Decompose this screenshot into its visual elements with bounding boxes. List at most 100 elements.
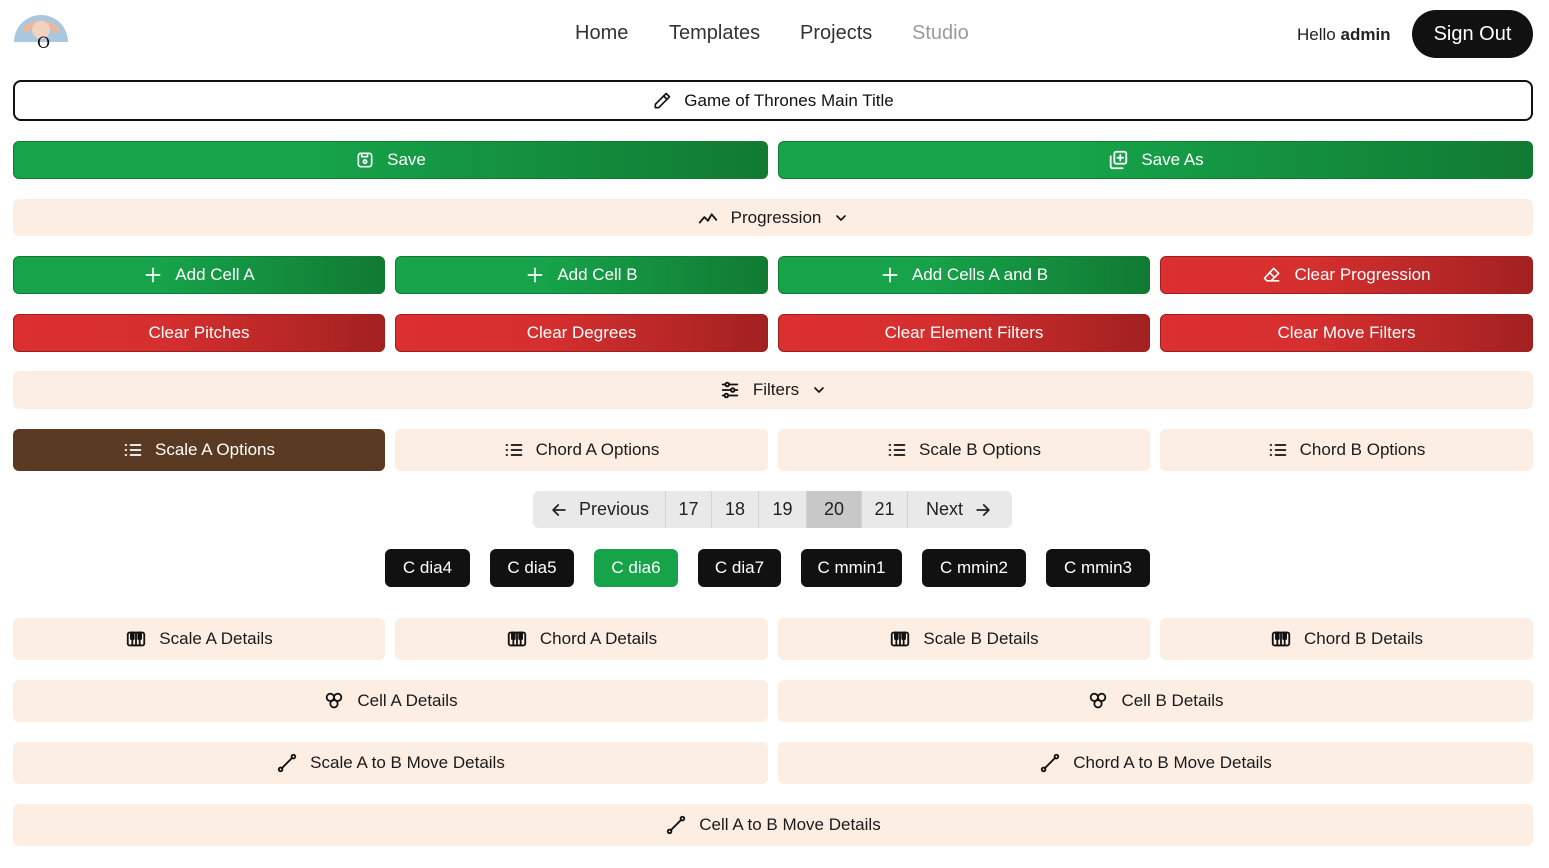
plus-icon	[882, 267, 898, 283]
project-title: Game of Thrones Main Title	[684, 90, 894, 110]
list-icon	[1269, 444, 1286, 456]
tab-scale-b-options[interactable]: Scale B Options	[778, 429, 1150, 471]
username: admin	[1340, 25, 1391, 44]
tab-label: Chord B Options	[1299, 440, 1426, 459]
pencil-icon	[654, 92, 671, 108]
filters-toggle[interactable]: Filters	[13, 371, 1533, 409]
details-label: Cell A to B Move Details	[699, 815, 881, 834]
piano-icon	[1271, 631, 1291, 647]
scale-b-details-button[interactable]: Scale B Details	[778, 618, 1150, 660]
details-label: Cell B Details	[1121, 691, 1224, 710]
list-icon	[124, 444, 142, 456]
details-label: Chord B Details	[1303, 629, 1424, 648]
page-19-button[interactable]: 19	[772, 499, 793, 519]
logo-letter: O	[37, 33, 50, 50]
clear-pitches-button[interactable]: Clear Pitches	[13, 314, 385, 352]
chip-c-dia7[interactable]: C dia7	[698, 549, 781, 587]
previous-page-button[interactable]: Previous	[533, 491, 665, 528]
details-label: Chord A to B Move Details	[1073, 753, 1272, 772]
details-label: Scale A to B Move Details	[310, 753, 505, 772]
page-20-button[interactable]: 20	[807, 491, 861, 528]
arrow-right-icon	[976, 503, 990, 516]
progression-label: Progression	[730, 207, 822, 227]
route-icon	[667, 815, 686, 835]
clear-move-filters-button[interactable]: Clear Move Filters	[1160, 314, 1533, 352]
chord-a-details-button[interactable]: Chord A Details	[395, 618, 768, 660]
add-cell-b-button[interactable]: Add Cell B	[395, 256, 768, 294]
list-icon	[505, 444, 522, 456]
tab-label: Scale A Options	[154, 440, 276, 459]
chip-c-dia6[interactable]: C dia6	[594, 549, 678, 587]
pagination: Previous 17 18 19 20 21 Next	[533, 491, 1012, 528]
save-icon	[357, 152, 373, 168]
details-label: Scale B Details	[923, 629, 1039, 648]
chevron-down-icon	[836, 214, 847, 221]
save-as-label: Save As	[1141, 150, 1204, 169]
cells-icon	[1090, 692, 1107, 709]
add-cell-a-label: Add Cell A	[175, 265, 255, 284]
page-17-button[interactable]: 17	[678, 499, 699, 519]
header: O Home Templates Projects Studio Hello a…	[0, 0, 1549, 70]
clear-degrees-button[interactable]: Clear Degrees	[395, 314, 768, 352]
save-button[interactable]: Save	[13, 141, 768, 179]
project-title-button[interactable]: Game of Thrones Main Title	[13, 80, 1533, 121]
plus-icon	[527, 267, 543, 283]
plus-icon	[145, 267, 161, 283]
details-label: Scale A Details	[159, 629, 273, 648]
list-icon	[888, 444, 906, 456]
chip-c-mmin2[interactable]: C mmin2	[922, 549, 1026, 587]
piano-icon	[507, 631, 527, 647]
next-label: Next	[925, 499, 963, 519]
sliders-icon	[721, 381, 739, 399]
scale-move-details-button[interactable]: Scale A to B Move Details	[13, 742, 768, 784]
details-label: Chord A Details	[539, 629, 658, 648]
add-cells-a-and-b-label: Add Cells A and B	[911, 265, 1049, 284]
piano-icon	[891, 631, 910, 647]
chip-c-mmin3[interactable]: C mmin3	[1046, 549, 1150, 587]
sign-out-button[interactable]: Sign Out	[1412, 10, 1533, 58]
nav-templates[interactable]: Templates	[669, 22, 761, 44]
chevron-down-icon	[814, 387, 824, 393]
scale-a-details-button[interactable]: Scale A Details	[13, 618, 385, 660]
chip-c-dia5[interactable]: C dia5	[490, 549, 574, 587]
cell-move-details-button[interactable]: Cell A to B Move Details	[13, 804, 1533, 846]
tab-chord-a-options[interactable]: Chord A Options	[395, 429, 768, 471]
chord-move-details-button[interactable]: Chord A to B Move Details	[778, 742, 1533, 784]
arrow-left-icon	[552, 503, 566, 516]
route-icon	[1041, 753, 1060, 773]
logo[interactable]: O	[12, 8, 70, 52]
clear-progression-button[interactable]: Clear Progression	[1160, 256, 1533, 294]
nav-home[interactable]: Home	[575, 22, 629, 44]
add-cell-b-label: Add Cell B	[557, 265, 638, 284]
eraser-icon	[1264, 267, 1280, 282]
details-label: Cell A Details	[357, 691, 458, 710]
page-21-button[interactable]: 21	[874, 499, 895, 519]
piano-icon	[127, 631, 146, 647]
tab-chord-b-options[interactable]: Chord B Options	[1160, 429, 1533, 471]
chip-c-dia4[interactable]: C dia4	[385, 549, 470, 587]
previous-label: Previous	[578, 499, 650, 519]
add-cells-a-and-b-button[interactable]: Add Cells A and B	[778, 256, 1150, 294]
add-cell-a-button[interactable]: Add Cell A	[13, 256, 385, 294]
trend-line-icon	[698, 212, 717, 223]
save-as-button[interactable]: Save As	[778, 141, 1533, 179]
nav-projects[interactable]: Projects	[800, 22, 873, 44]
route-icon	[278, 753, 297, 773]
tab-label: Scale B Options	[919, 440, 1041, 459]
chord-b-details-button[interactable]: Chord B Details	[1160, 618, 1533, 660]
cell-a-details-button[interactable]: Cell A Details	[13, 680, 768, 722]
tab-scale-a-options[interactable]: Scale A Options	[13, 429, 385, 471]
clear-element-filters-button[interactable]: Clear Element Filters	[778, 314, 1150, 352]
save-label: Save	[387, 150, 426, 169]
copy-plus-icon	[1110, 150, 1128, 170]
filters-label: Filters	[752, 380, 800, 399]
clear-progression-label: Clear Progression	[1294, 265, 1431, 284]
cells-icon	[326, 692, 343, 709]
progression-toggle[interactable]: Progression	[13, 199, 1533, 236]
user-greeting: Hello admin	[1297, 25, 1391, 45]
page-18-button[interactable]: 18	[724, 499, 746, 519]
cell-b-details-button[interactable]: Cell B Details	[778, 680, 1533, 722]
next-page-button[interactable]: Next	[908, 491, 1011, 528]
chip-c-mmin1[interactable]: C mmin1	[801, 549, 902, 587]
nav-studio[interactable]: Studio	[912, 22, 969, 44]
